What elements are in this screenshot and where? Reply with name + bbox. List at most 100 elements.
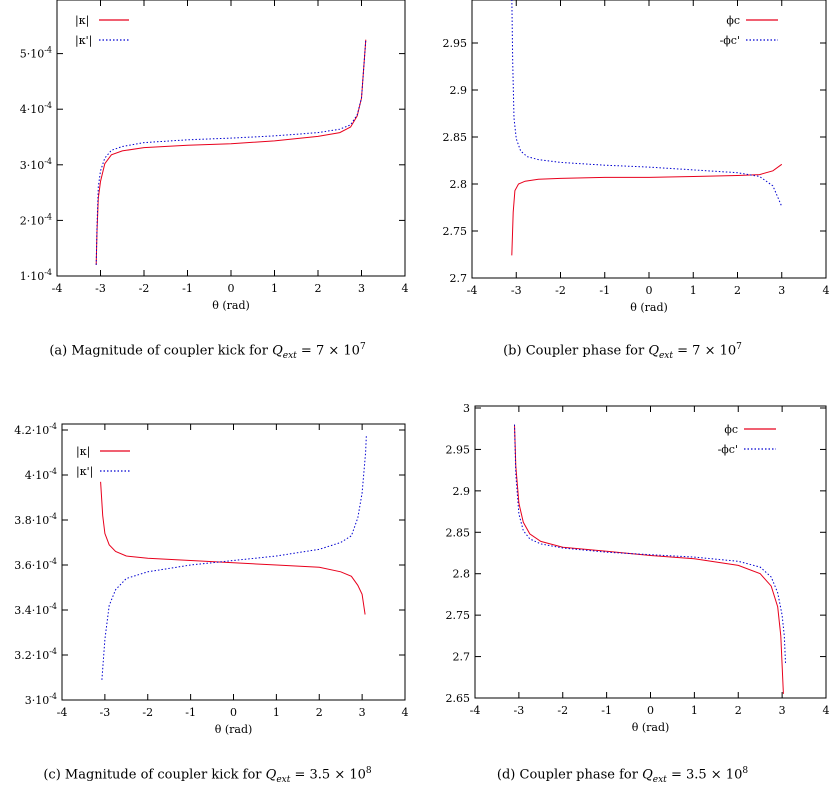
x-tick-label: 1 (273, 706, 280, 719)
x-tick-label: 4 (402, 282, 409, 295)
legend-label-0: ϕc (726, 14, 740, 27)
y-tick-label: 2.9 (453, 485, 471, 498)
caption-c-sub: ext (276, 774, 291, 785)
x-tick-label: -2 (557, 704, 568, 717)
caption-c-eq: = 3.5 × 10 (290, 767, 366, 783)
x-tick-label: -1 (185, 706, 196, 719)
series-line-0 (100, 481, 366, 615)
y-tick-label: 2.85 (443, 131, 468, 144)
x-axis-label: θ (rad) (632, 721, 670, 734)
y-tick-label: 3·10-4 (25, 692, 57, 707)
caption-b-exp: 7 (736, 342, 742, 352)
plot-frame (474, 405, 827, 699)
y-tick-label: 2.75 (443, 225, 468, 238)
y-tick-label: 3.8·10-4 (14, 512, 57, 527)
series-line-1 (95, 39, 367, 265)
x-tick-label: -3 (514, 704, 525, 717)
caption-d: (d) Coupler phase for Qext = 3.5 × 108 (415, 766, 830, 785)
y-tick-label: 4.2·10-4 (14, 422, 57, 437)
caption-d-sub: ext (652, 774, 667, 785)
x-tick-label: 1 (690, 284, 697, 297)
caption-d-label: (d) Coupler phase for (496, 767, 638, 783)
x-tick-label: -3 (100, 706, 111, 719)
x-tick-label: -1 (601, 704, 612, 717)
y-tick-label: 2.8 (450, 178, 468, 191)
caption-a-label: (a) Magnitude of coupler kick for (49, 343, 268, 359)
caption-d-eq: = 3.5 × 10 (666, 767, 743, 783)
y-tick-label: 3.4·10-4 (14, 602, 57, 617)
x-tick-label: -2 (139, 282, 150, 295)
x-tick-label: -3 (511, 284, 522, 297)
caption-a-exp: 7 (359, 342, 366, 352)
caption-d-exp: 8 (742, 766, 749, 776)
caption-d-q: Q (642, 767, 653, 783)
x-tick-label: -1 (599, 284, 610, 297)
x-tick-label: -2 (555, 284, 566, 297)
series-line-1 (514, 424, 787, 665)
x-tick-label: 0 (228, 282, 235, 295)
caption-a: (a) Magnitude of coupler kick for Qext =… (0, 342, 415, 361)
y-tick-label: 2.95 (446, 443, 471, 456)
caption-c-q: Q (265, 767, 277, 783)
series-line-0 (95, 39, 367, 265)
x-tick-label: 4 (402, 706, 409, 719)
y-tick-label: 3.2·10-4 (14, 647, 57, 662)
legend-label-1: |κ'| (76, 465, 93, 479)
y-tick-label: 2.95 (443, 37, 468, 50)
caption-b-q: Q (648, 343, 659, 359)
x-axis-label: θ (rad) (630, 301, 668, 314)
legend-label-0: |κ| (76, 445, 90, 459)
y-tick-label: 2.65 (446, 692, 471, 705)
series-line-0 (511, 163, 783, 256)
x-tick-label: 2 (734, 284, 741, 297)
legend-label-1: -ϕc' (720, 34, 740, 47)
x-tick-label: 2 (735, 704, 742, 717)
x-tick-label: 4 (823, 704, 830, 717)
y-tick-label: 2.85 (446, 526, 471, 539)
y-tick-label: 2·10-4 (20, 212, 52, 227)
chart-1: -4 -3 -2 -1 0 1 2 3 4 θ (rad) 2.7 2.75 2.8 2.85 2.9 2.9… (443, 0, 830, 314)
plot-frame (471, 0, 827, 279)
y-tick-label: 2.8 (453, 568, 471, 581)
y-tick-label: 2.7 (450, 272, 468, 285)
y-tick-label: 4·10-4 (25, 467, 57, 482)
y-tick-label: 1·10-4 (20, 268, 52, 283)
caption-a-q: Q (272, 343, 283, 359)
y-tick-label: 3·10-4 (20, 157, 52, 172)
caption-a-eq: = 7 × 10 (296, 343, 360, 359)
x-tick-label: -1 (182, 282, 193, 295)
x-tick-label: -4 (57, 706, 68, 719)
x-tick-label: 3 (358, 282, 365, 295)
x-tick-label: -4 (467, 284, 478, 297)
chart-0: -4 -3 -2 -1 0 1 2 3 4 θ (rad) 1·10-4 2·10-4 3·10-4 4·… (20, 0, 409, 312)
x-tick-label: 0 (646, 284, 653, 297)
chart-2: -4 -3 -2 -1 0 1 2 3 4 θ (rad) 3·10-4 3.2·10-4 3.4·10… (14, 422, 408, 736)
x-tick-label: 3 (778, 284, 785, 297)
chart-3: -4 -3 -2 -1 0 1 2 3 4 θ (rad) 2.65 2.7 2.75 2.8 2.85 2.… (446, 402, 830, 734)
x-tick-label: -3 (95, 282, 106, 295)
x-tick-label: -4 (470, 704, 481, 717)
x-tick-label: 0 (647, 704, 654, 717)
x-tick-label: 3 (359, 706, 366, 719)
x-tick-label: -2 (142, 706, 153, 719)
y-tick-label: 3 (463, 402, 470, 415)
caption-b-eq: = 7 × 10 (673, 343, 737, 359)
y-tick-label: 5·10-4 (20, 46, 52, 61)
y-tick-label: 2.7 (453, 651, 471, 664)
x-tick-label: 4 (823, 284, 830, 297)
x-tick-label: 0 (230, 706, 237, 719)
caption-a-sub: ext (282, 350, 297, 361)
caption-b-sub: ext (658, 350, 674, 361)
x-tick-label: -4 (52, 282, 63, 295)
caption-c-label: (c) Magnitude of coupler kick for (43, 767, 262, 783)
legend-label-1: |κ'| (75, 34, 92, 48)
y-tick-label: 4·10-4 (20, 101, 52, 116)
x-tick-label: 1 (691, 704, 698, 717)
series-line-0 (514, 424, 784, 694)
x-tick-label: 2 (316, 706, 323, 719)
caption-c: (c) Magnitude of coupler kick for Qext =… (0, 766, 415, 785)
x-tick-label: 2 (315, 282, 322, 295)
x-tick-label: 3 (779, 704, 786, 717)
caption-b-label: (b) Coupler phase for (503, 343, 645, 359)
